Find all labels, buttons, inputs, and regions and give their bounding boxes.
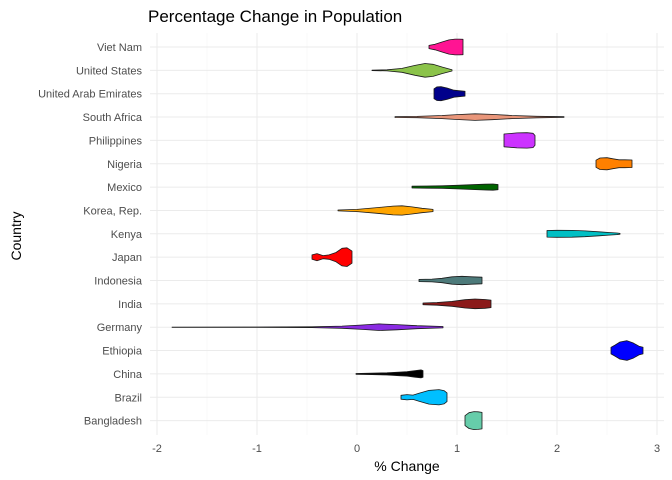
x-tick-label: 2 xyxy=(554,443,560,455)
x-tick-label: 3 xyxy=(654,443,660,455)
y-axis-tick-labels: Viet Nam United States United Arab Emirate… xyxy=(38,42,143,428)
violin-kenya xyxy=(546,229,621,238)
y-tick-label: Japan xyxy=(112,252,142,264)
violin-viet-nam xyxy=(428,38,464,56)
violin-china xyxy=(355,369,424,379)
x-axis-title: % Change xyxy=(374,458,440,474)
x-tick-label: 0 xyxy=(354,443,360,455)
x-axis-tick-labels: -2 -1 0 1 2 3 xyxy=(152,443,660,455)
y-tick-label: Bangladesh xyxy=(84,416,142,428)
y-tick-label: India xyxy=(118,299,143,311)
violin-united-states xyxy=(371,63,453,78)
y-tick-label: Kenya xyxy=(111,229,143,241)
y-tick-label: China xyxy=(113,369,143,381)
violin-india xyxy=(422,298,492,310)
violin-korea-rep xyxy=(337,205,434,216)
violin-nigeria xyxy=(595,157,633,171)
y-tick-label: South Africa xyxy=(83,112,143,124)
y-tick-label: Germany xyxy=(97,322,143,334)
y-axis-title: Country xyxy=(8,211,24,260)
violin-series xyxy=(171,38,644,430)
y-tick-label: United States xyxy=(76,65,143,77)
y-tick-label: Korea, Rep. xyxy=(83,205,142,217)
violin-bangladesh xyxy=(464,411,483,430)
y-tick-label: Indonesia xyxy=(94,276,143,288)
violin-brazil xyxy=(400,389,448,406)
violin-ethiopia xyxy=(610,340,644,361)
x-tick-label: 1 xyxy=(454,443,460,455)
violin-philippines xyxy=(503,132,536,149)
violin-south-africa xyxy=(394,113,565,121)
violin-mexico xyxy=(411,183,499,191)
y-tick-label: Viet Nam xyxy=(97,42,142,54)
y-tick-label: Ethiopia xyxy=(102,346,143,358)
y-tick-label: Brazil xyxy=(114,392,142,404)
y-tick-label: Mexico xyxy=(107,182,142,194)
x-tick-label: -2 xyxy=(152,443,162,455)
x-tick-label: -1 xyxy=(252,443,262,455)
y-tick-label: Nigeria xyxy=(107,159,143,171)
chart-title: Percentage Change in Population xyxy=(148,7,402,26)
y-tick-label: Philippines xyxy=(89,135,143,147)
violin-germany xyxy=(171,323,444,331)
y-tick-label: United Arab Emirates xyxy=(38,89,142,101)
violin-indonesia xyxy=(418,275,483,286)
violin-united-arab-emirates xyxy=(433,86,466,102)
violin-japan xyxy=(311,247,353,267)
